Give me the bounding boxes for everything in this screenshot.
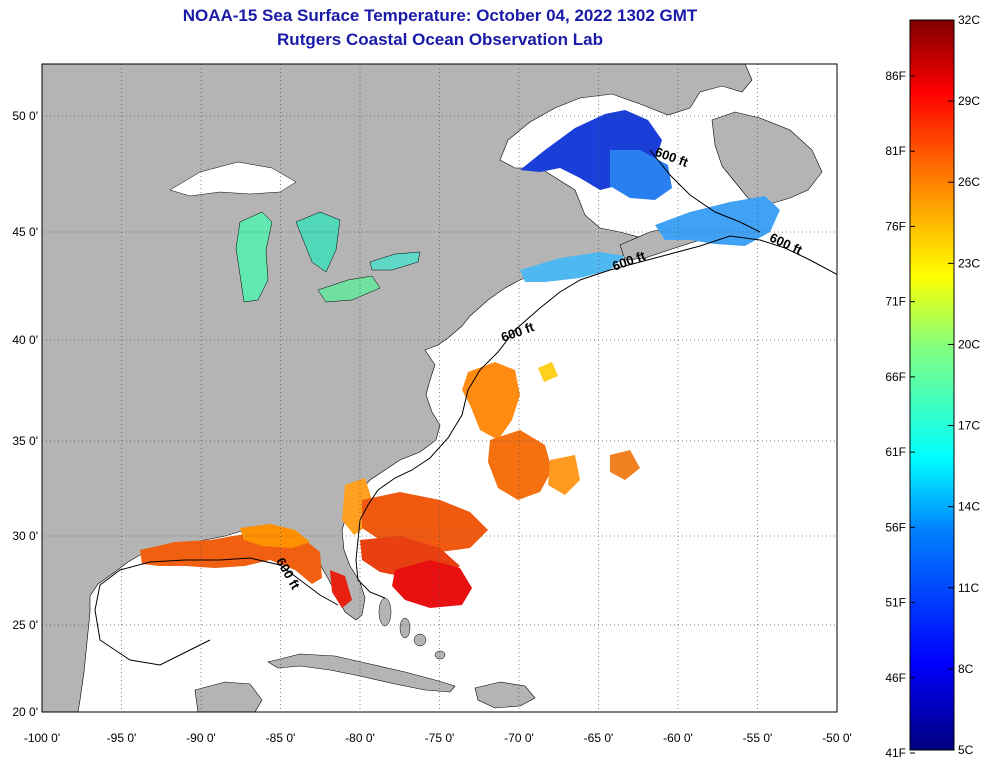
colorbar-celsius-label: 29C bbox=[958, 94, 980, 108]
colorbar-celsius-label: 8C bbox=[958, 662, 974, 676]
longitude-label: -80 0' bbox=[345, 731, 375, 745]
colorbar-fahrenheit-label: 41F bbox=[885, 746, 906, 760]
colorbar-fahrenheit-label: 86F bbox=[885, 69, 906, 83]
colorbar-fahrenheit-label: 71F bbox=[885, 295, 906, 309]
colorbar-celsius-label: 32C bbox=[958, 13, 980, 27]
latitude-label: 45 0' bbox=[12, 225, 38, 239]
hispaniola-land bbox=[474, 681, 536, 709]
sst-gulf-st-lawrence bbox=[610, 150, 672, 200]
longitude-label: -60 0' bbox=[663, 731, 693, 745]
latitude-label: 40 0' bbox=[12, 333, 38, 347]
bahamas-islands bbox=[378, 597, 446, 660]
longitude-label: -75 0' bbox=[425, 731, 455, 745]
colorbar bbox=[909, 19, 955, 751]
graticule bbox=[42, 64, 837, 712]
colorbar-fahrenheit-labels: 86F 81F 76F 71F 66F 61F 56F 51F 46F 41F bbox=[885, 69, 906, 760]
latitude-labels: 50 0' 45 0' 40 0' 35 0' 30 0' 25 0' 20 0' bbox=[12, 109, 38, 719]
sst-gulf-of-maine bbox=[520, 252, 625, 282]
longitude-label: -95 0' bbox=[107, 731, 137, 745]
longitude-labels: -100 0' -95 0' -90 0' -85 0' -80 0' -75 0' -70… bbox=[24, 731, 852, 745]
great-lakes bbox=[169, 161, 421, 303]
colorbar-celsius-labels: 32C 29C 26C 23C 20C 17C 14C 11C 8C 5C bbox=[958, 13, 980, 757]
longitude-label: -85 0' bbox=[266, 731, 296, 745]
colorbar-celsius-label: 17C bbox=[958, 419, 980, 433]
colorbar-celsius-label: 5C bbox=[958, 743, 974, 757]
newfoundland-land bbox=[711, 111, 823, 205]
map-subtitle: Rutgers Coastal Ocean Observation Lab bbox=[277, 30, 603, 49]
sst-atlantic-warm bbox=[342, 362, 640, 608]
latitude-label: 35 0' bbox=[12, 434, 38, 448]
colorbar-fahrenheit-label: 46F bbox=[885, 671, 906, 685]
colorbar-celsius-label: 11C bbox=[958, 581, 979, 595]
map-frame bbox=[41, 63, 838, 713]
cuba-land bbox=[267, 653, 456, 693]
colorbar-celsius-label: 23C bbox=[958, 256, 980, 270]
latitude-label: 20 0' bbox=[12, 705, 38, 719]
longitude-label: -65 0' bbox=[584, 731, 614, 745]
colorbar-fahrenheit-label: 61F bbox=[885, 445, 906, 459]
colorbar-fahrenheit-label: 66F bbox=[885, 370, 906, 384]
yucatan-land bbox=[194, 681, 263, 712]
colorbar-celsius-label: 26C bbox=[958, 175, 980, 189]
longitude-label: -50 0' bbox=[822, 731, 852, 745]
longitude-label: -100 0' bbox=[24, 731, 60, 745]
isobath-contours bbox=[94, 149, 837, 666]
colorbar-fahrenheit-label: 51F bbox=[885, 596, 906, 610]
sst-scotian-shelf bbox=[655, 196, 780, 246]
colorbar-celsius-label: 20C bbox=[958, 337, 980, 351]
latitude-label: 30 0' bbox=[12, 529, 38, 543]
colorbar-fahrenheit-label: 76F bbox=[885, 219, 906, 233]
colorbar-fahrenheit-label: 56F bbox=[885, 520, 906, 534]
longitude-label: -70 0' bbox=[504, 731, 534, 745]
colorbar-celsius-label: 14C bbox=[958, 500, 980, 514]
longitude-label: -55 0' bbox=[743, 731, 773, 745]
latitude-label: 25 0' bbox=[12, 618, 38, 632]
colorbar-fahrenheit-label: 81F bbox=[885, 144, 906, 158]
longitude-label: -90 0' bbox=[186, 731, 216, 745]
map-title: NOAA-15 Sea Surface Temperature: October… bbox=[182, 6, 698, 25]
latitude-label: 50 0' bbox=[12, 109, 38, 123]
